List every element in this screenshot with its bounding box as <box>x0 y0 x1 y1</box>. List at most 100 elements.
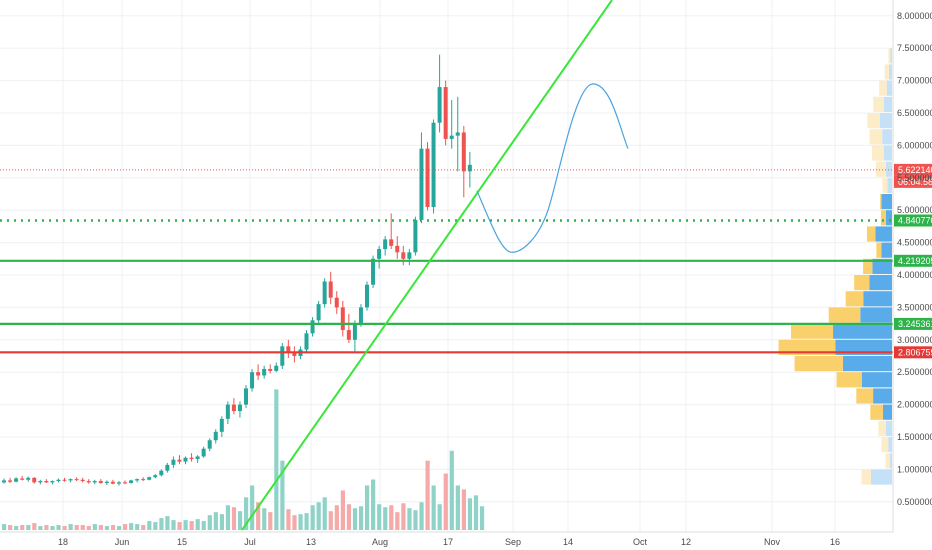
volume-bar <box>298 514 303 530</box>
profile-bar-sell <box>880 194 882 210</box>
candle-body <box>38 481 43 483</box>
y-tick-label: 4.500000 <box>897 238 932 248</box>
profile-bar-sell <box>866 226 876 242</box>
volume-bar <box>153 522 158 530</box>
volume-bar <box>389 505 394 530</box>
volume-bar <box>195 519 200 530</box>
price-badge <box>894 163 932 176</box>
projection-curve <box>476 83 629 253</box>
x-tick-label: Aug <box>372 537 388 547</box>
candle-body <box>56 479 61 482</box>
candle-body <box>26 477 31 480</box>
price-badge <box>894 317 932 330</box>
candle-body <box>165 464 170 471</box>
volume-bar <box>449 450 454 530</box>
volume-bar <box>479 506 485 530</box>
countdown-label: 06:04:58 <box>898 177 932 187</box>
price-badge <box>894 254 932 267</box>
candle-body <box>159 470 164 476</box>
candle-body <box>292 352 297 356</box>
volume-bar <box>237 511 243 530</box>
volume-bar <box>183 520 188 530</box>
y-tick-label: 1.500000 <box>897 432 932 442</box>
volume-bar <box>129 523 134 530</box>
volume-bar <box>467 498 473 530</box>
profile-bar-buy <box>869 275 892 291</box>
candle-body <box>340 307 345 331</box>
profile-bar-sell <box>863 258 873 274</box>
x-tick-label: 16 <box>830 537 840 547</box>
profile-bar-buy <box>886 80 892 96</box>
volume-bar <box>304 513 309 530</box>
drawings[interactable] <box>241 0 629 531</box>
x-tick-label: Sep <box>505 537 521 547</box>
volume-bar <box>371 479 376 530</box>
profile-bar-buy <box>861 372 892 388</box>
volume-bar <box>74 525 79 530</box>
profile-bar-buy <box>885 161 892 177</box>
volume-bar <box>68 524 73 530</box>
profile-bar-buy <box>890 48 892 64</box>
profile-bar-buy <box>835 339 892 355</box>
candle-body <box>153 475 158 478</box>
profile-bar-sell <box>828 307 861 323</box>
profile-bar-buy <box>872 258 892 274</box>
profile-bar-sell <box>884 64 889 80</box>
volume-bar <box>280 460 285 530</box>
y-tick-label: 5.000000 <box>897 205 932 215</box>
volume-bar <box>62 526 67 530</box>
volume-bar <box>20 525 25 530</box>
profile-bar-sell <box>875 161 886 177</box>
volume-bar <box>123 524 128 530</box>
volume-bar <box>219 514 224 530</box>
candle-body <box>207 440 212 449</box>
x-tick-label: 12 <box>681 537 691 547</box>
y-tick-label: 7.000000 <box>897 76 932 86</box>
volume-bar <box>292 515 297 530</box>
profile-bar-sell <box>778 339 836 355</box>
profile-bar-sell <box>791 323 834 339</box>
profile-bar-sell <box>856 388 874 404</box>
candle-body <box>177 459 182 462</box>
candle-body <box>98 481 103 484</box>
profile-bar-sell <box>867 113 880 129</box>
profile-bar-buy <box>888 64 892 80</box>
volume-bar <box>38 526 43 530</box>
candle-body <box>68 479 73 481</box>
volume-bar <box>334 505 339 530</box>
profile-bar-buy <box>873 388 892 404</box>
candle-body <box>44 481 49 483</box>
candle-body <box>389 239 394 246</box>
profile-bar-sell <box>880 210 886 226</box>
volume-bar <box>461 489 466 530</box>
volume-bar <box>425 460 430 530</box>
price-badge-label: 2.806759 <box>898 347 932 357</box>
horizontal-lines[interactable]: 4.219205 3.245361 2.806759 4.840770 5.622140… <box>0 163 932 359</box>
candle-body <box>110 481 115 484</box>
candle-body <box>268 368 273 371</box>
volume-bar <box>268 512 273 530</box>
volume-bar <box>358 506 364 530</box>
volume-bar <box>8 525 13 530</box>
candle-body <box>286 346 291 353</box>
price-badge-label: 4.840770 <box>898 216 932 226</box>
candle-body <box>219 418 224 432</box>
y-tick-label: 5.500000 <box>897 173 932 183</box>
volume-bar <box>365 485 370 530</box>
profile-bar-buy <box>879 113 892 129</box>
volume-bar <box>274 389 279 530</box>
volume-bar <box>328 511 333 530</box>
volume-bar <box>104 526 110 530</box>
volume-bar <box>207 515 212 530</box>
profile-bar-buy <box>885 420 892 436</box>
candle-body <box>334 297 339 308</box>
profile-bar-buy <box>889 453 892 469</box>
price-badge <box>894 214 932 227</box>
volume-bar <box>250 485 255 530</box>
y-tick-label: 6.000000 <box>897 140 932 150</box>
candle-body <box>352 323 357 340</box>
profile-bar-buy <box>881 194 892 210</box>
profile-bar-buy <box>875 226 892 242</box>
candle-body <box>244 388 248 405</box>
